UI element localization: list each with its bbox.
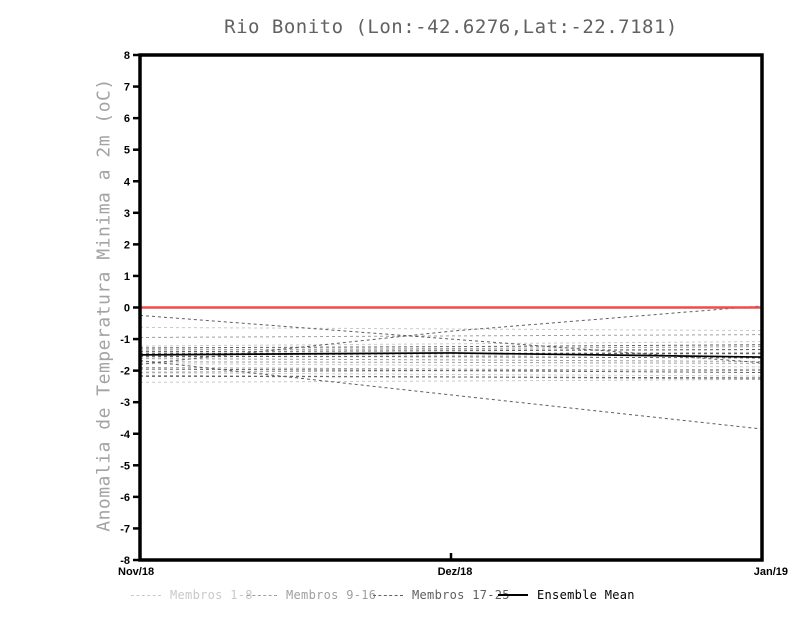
dashed-line-sample bbox=[373, 594, 403, 596]
y-tick-label: -2 bbox=[120, 366, 130, 378]
legend-item-members-17-25: Membros 17-25 bbox=[373, 588, 510, 602]
solid-line-sample bbox=[498, 594, 528, 596]
series-line-member-12 bbox=[139, 358, 763, 362]
legend-item-ensemble-mean: Ensemble Mean bbox=[498, 588, 635, 602]
y-tick-label: 5 bbox=[124, 145, 130, 157]
chart-title: Rio Bonito (Lon:-42.6276,Lat:-22.7181) bbox=[224, 16, 678, 38]
y-tick-label: 6 bbox=[124, 113, 130, 125]
legend-label: Ensemble Mean bbox=[537, 588, 635, 602]
series-line-member-17 bbox=[139, 314, 763, 364]
dashed-line-sample bbox=[131, 594, 161, 596]
series-line-member-10 bbox=[139, 346, 763, 351]
y-tick-label: 3 bbox=[124, 208, 130, 220]
series-line-member-25 bbox=[139, 375, 763, 379]
series-line-member-23 bbox=[139, 355, 763, 359]
x-tick-label: Nov/18 bbox=[118, 566, 154, 578]
series-line-member-6 bbox=[139, 363, 763, 368]
legend: Membros 1-8 Membros 9-16 Membros 17-25 E… bbox=[0, 588, 800, 608]
y-tick-label: -5 bbox=[120, 460, 130, 472]
series-line-member-19 bbox=[139, 360, 763, 430]
series-line-member-8 bbox=[139, 378, 763, 383]
series-line-member-13 bbox=[139, 361, 763, 364]
series-line-ensemble-mean bbox=[139, 352, 763, 358]
y-tick-label: -3 bbox=[120, 397, 130, 409]
series-line-member-2 bbox=[139, 341, 763, 347]
legend-item-members-9-16: Membros 9-16 bbox=[247, 588, 376, 602]
y-tick-label: 7 bbox=[124, 82, 130, 94]
x-tick-label: Jan/19 bbox=[754, 566, 788, 578]
series-line-member-1 bbox=[139, 326, 763, 332]
series-line-member-22 bbox=[139, 344, 763, 349]
y-tick-label: 2 bbox=[124, 239, 130, 251]
y-tick-label: -8 bbox=[120, 555, 130, 567]
y-tick-label: 0 bbox=[124, 303, 130, 315]
legend-label: Membros 17-25 bbox=[412, 588, 510, 602]
series-line-member-7 bbox=[139, 372, 763, 377]
dashed-line-sample bbox=[247, 594, 277, 596]
series-line-member-9 bbox=[139, 334, 763, 338]
series-line-member-24 bbox=[139, 368, 763, 374]
series-line-member-20 bbox=[139, 348, 763, 353]
y-tick-label: -7 bbox=[120, 523, 130, 535]
legend-label: Membros 9-16 bbox=[286, 588, 377, 602]
legend-item-members-1-8: Membros 1-8 bbox=[131, 588, 253, 602]
y-tick-label: -6 bbox=[120, 492, 130, 504]
y-tick-label: 8 bbox=[124, 50, 130, 62]
x-tick-label: Dez/18 bbox=[438, 566, 473, 578]
y-tick-label: -4 bbox=[120, 429, 131, 441]
series-line-member-16 bbox=[139, 374, 763, 380]
y-tick-label: 1 bbox=[124, 271, 130, 283]
y-tick-label: -1 bbox=[120, 334, 130, 346]
legend-label: Membros 1-8 bbox=[170, 588, 253, 602]
y-tick-label: 4 bbox=[124, 176, 131, 188]
